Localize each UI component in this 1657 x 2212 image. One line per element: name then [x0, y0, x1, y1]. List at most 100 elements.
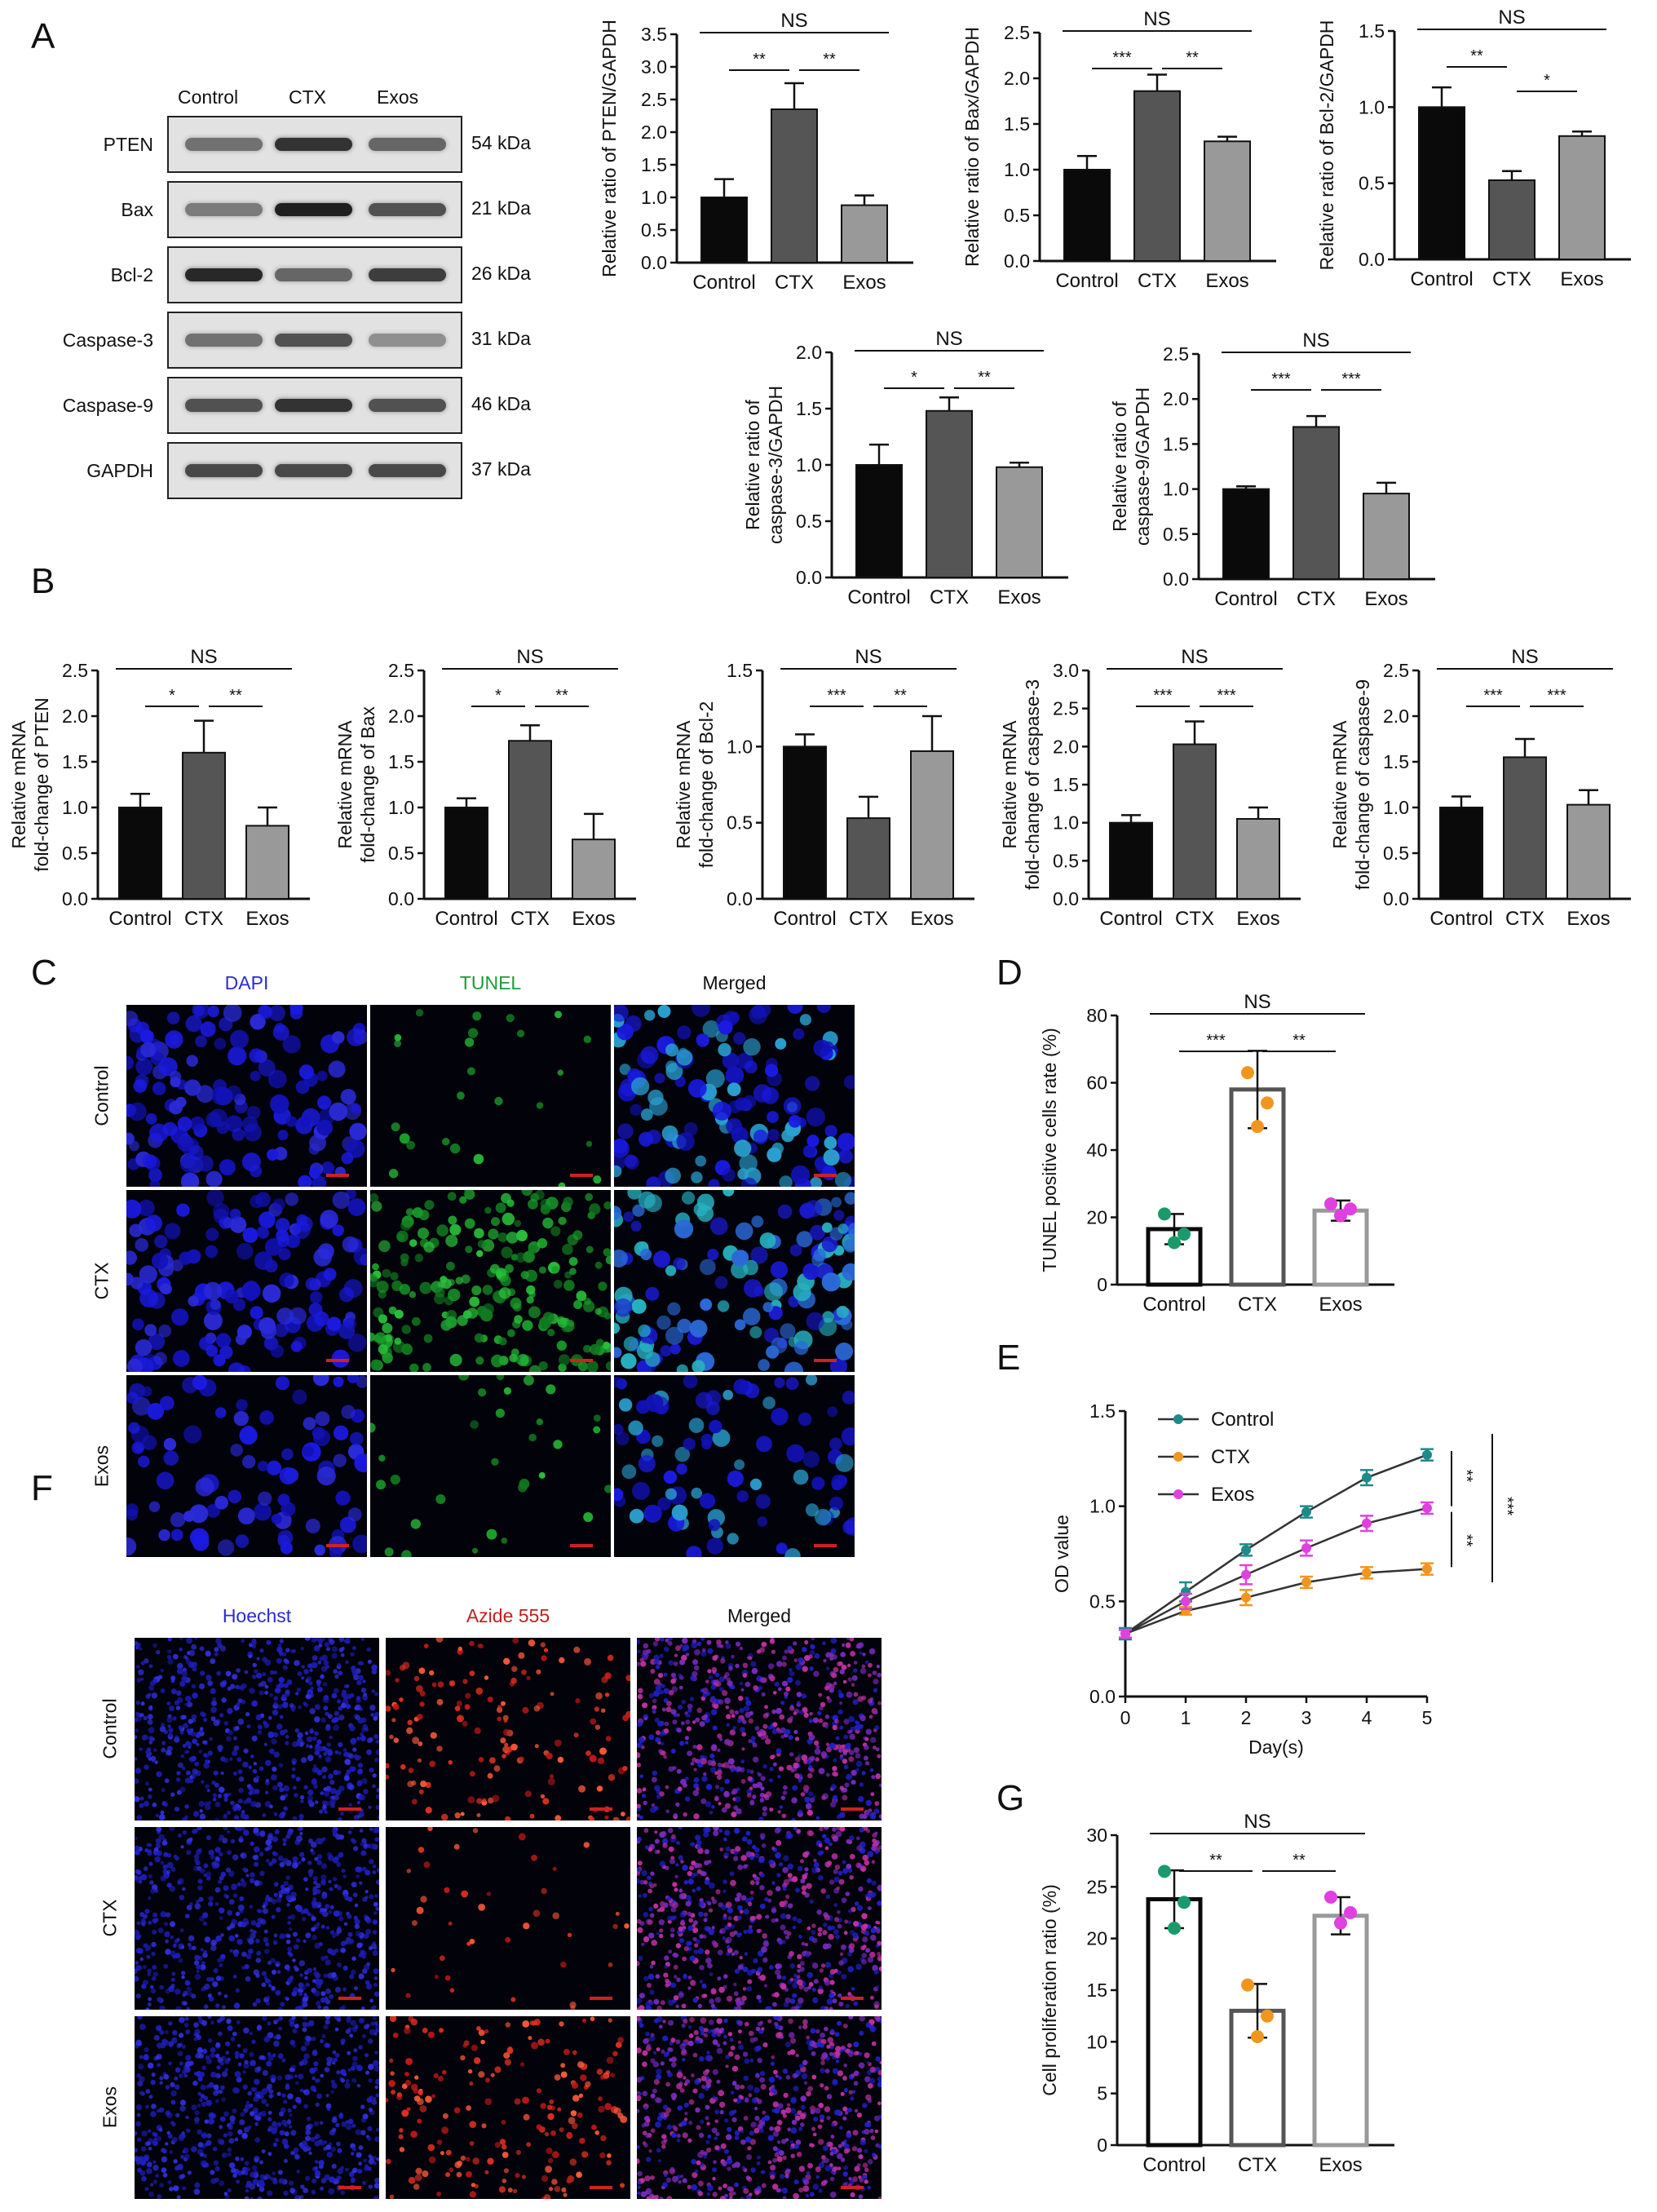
y-tick-label: 0.0: [1089, 1686, 1116, 1707]
y-tick-label: 20: [1086, 1928, 1107, 1949]
x-tick-label: Control: [1142, 2154, 1205, 2176]
wb-row-label: Bax: [121, 199, 153, 220]
c-micrograph: [614, 1005, 855, 1187]
legend-marker: [1173, 1414, 1183, 1424]
x-tick-label: Exos: [1205, 270, 1248, 292]
f-micrograph: [386, 2016, 630, 2199]
x-tick-label: CTX: [775, 272, 814, 294]
significance-label: **: [1186, 49, 1199, 67]
y-tick-label: 0.5: [388, 843, 414, 864]
chart-caspase3-ratio: 0.0 0.5 1.0 1.5 2.0 Relative ratio of caspase-…: [742, 328, 1068, 608]
x-tick-label: 5: [1422, 1707, 1433, 1728]
x-tick-label: CTX: [1238, 2154, 1277, 2176]
f-micrograph: [386, 1638, 630, 1820]
data-point: [1241, 1978, 1254, 1992]
c-micrograph: [370, 1190, 611, 1372]
significance-label: ***: [1483, 687, 1503, 705]
bar: [508, 740, 552, 900]
wb-row-label: GAPDH: [86, 460, 153, 481]
y-tick-label: 1.5: [1359, 20, 1385, 42]
x-tick-label: CTX: [930, 586, 969, 608]
y-axis-label: caspase-3/GAPDH: [765, 386, 786, 544]
data-point: [1251, 1120, 1264, 1134]
wb-blot-strip: [167, 181, 462, 238]
y-tick-label: 10: [1086, 2031, 1107, 2052]
wb-band: [275, 268, 352, 281]
c-micrograph: [126, 1005, 367, 1187]
wb-row-label: Caspase-9: [62, 395, 153, 416]
y-tick-label: 1.0: [1053, 812, 1079, 834]
y-tick-label: 2.5: [1383, 660, 1409, 681]
c-column-title: Merged: [702, 972, 767, 993]
bar: [783, 745, 827, 900]
wb-blot-strip: [167, 377, 462, 434]
y-tick-label: 0.0: [388, 888, 414, 909]
data-point: [1362, 1472, 1372, 1483]
data-point: [1241, 1592, 1251, 1603]
significance-label: ***: [1341, 370, 1361, 388]
y-axis-label: Relative ratio of Bax/GAPDH: [961, 27, 983, 267]
y-axis-label: Relative mRNA: [673, 720, 694, 849]
c-micrograph: [370, 1375, 611, 1557]
chart-bcl2-mrna: 0.0 0.5 1.0 1.5 Relative mRNA fold-change of …: [673, 646, 974, 930]
significance-label: ***: [1271, 370, 1291, 388]
panel-label-d: D: [996, 953, 1023, 993]
y-tick-label: 15: [1086, 1980, 1107, 2001]
y-tick-label: 2.5: [1053, 698, 1079, 719]
bar: [996, 466, 1043, 578]
y-tick-label: 40: [1086, 1139, 1107, 1161]
significance-label: NS: [1244, 991, 1270, 1013]
y-tick-label: 1.5: [1163, 433, 1189, 454]
c-micrograph: [614, 1375, 855, 1557]
wb-row-label: PTEN: [103, 134, 153, 155]
data-point: [1158, 1865, 1171, 1878]
c-micrograph: [126, 1375, 367, 1557]
wb-kda-label: 54 kDa: [471, 132, 531, 153]
chart-caspase9-ratio: 0.0 0.5 1.0 1.5 2.0 2.5 Relative ratio of caspa…: [1109, 330, 1435, 610]
wb-band: [369, 138, 446, 151]
x-tick-label: Control: [1142, 1294, 1205, 1316]
y-tick-label: 5: [1097, 2083, 1107, 2104]
y-axis-label: OD value: [1051, 1515, 1072, 1593]
significance-label: NS: [1302, 330, 1329, 352]
y-tick-label: 1.5: [1383, 751, 1409, 772]
wb-blot-strip: [167, 116, 462, 173]
data-point: [1344, 1202, 1357, 1216]
y-tick-label: 2.5: [62, 660, 88, 681]
legend-marker: [1173, 1452, 1183, 1462]
f-micrograph: [637, 2016, 882, 2199]
data-point: [1344, 1906, 1357, 1919]
significance-label: NS: [1181, 646, 1208, 668]
y-tick-label: 0.0: [1053, 888, 1079, 909]
wb-band: [185, 334, 263, 347]
y-tick-label: 0.0: [1004, 250, 1030, 272]
bar: [1109, 821, 1153, 900]
wb-band: [275, 334, 352, 347]
significance-label: **: [1292, 1032, 1306, 1050]
bar: [841, 204, 888, 264]
panel-label-c: C: [31, 953, 57, 993]
wb-kda-label: 21 kDa: [471, 197, 531, 219]
y-axis-label: Relative mRNA: [1329, 720, 1350, 849]
x-tick-label: Control: [1429, 908, 1492, 930]
data-point: [1168, 1922, 1181, 1935]
x-tick-label: Control: [435, 908, 497, 930]
y-tick-label: 0.0: [1359, 249, 1385, 270]
x-axis-label: Day(s): [1248, 1736, 1304, 1758]
x-tick-label: Exos: [1560, 268, 1603, 290]
bar: [1146, 1897, 1203, 2148]
y-axis-label: Relative ratio of: [742, 399, 763, 529]
y-tick-label: 1.5: [796, 398, 822, 419]
y-axis-label: caspase-9/GAPDH: [1132, 387, 1153, 546]
x-tick-label: Exos: [1566, 908, 1610, 930]
c-row-label: Control: [91, 1064, 113, 1126]
x-tick-label: Exos: [1236, 908, 1279, 930]
significance-label: NS: [516, 646, 543, 668]
significance-label: **: [894, 687, 907, 705]
wb-kda-label: 26 kDa: [471, 263, 531, 284]
f-micrograph: [135, 1827, 379, 2010]
bar: [1418, 106, 1465, 260]
wb-band: [369, 399, 446, 412]
significance-label: NS: [935, 328, 962, 350]
data-point: [1158, 1207, 1171, 1221]
